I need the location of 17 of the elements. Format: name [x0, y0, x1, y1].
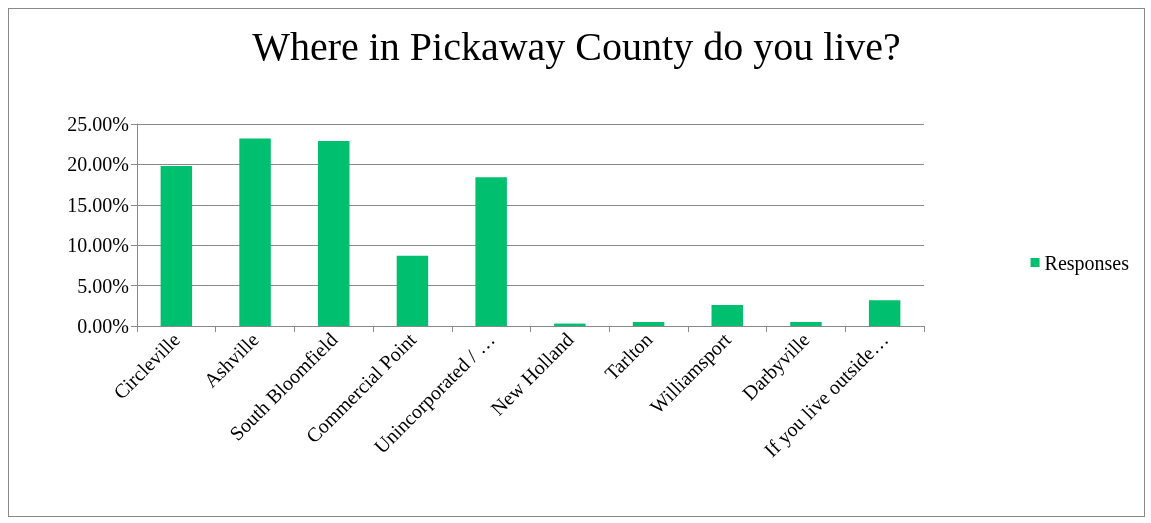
bar — [396, 255, 429, 326]
y-tick-label: 25.00% — [67, 113, 129, 135]
chart-title: Where in Pickaway County do you live? — [252, 23, 901, 69]
y-tick-label: 20.00% — [67, 153, 129, 176]
bar — [318, 140, 350, 326]
bar — [239, 138, 271, 326]
bar — [711, 304, 743, 326]
bar — [475, 177, 507, 326]
bar — [868, 300, 901, 326]
bar — [632, 321, 665, 326]
y-tick-label: 0.00% — [77, 315, 129, 337]
bar — [790, 321, 822, 326]
bar — [160, 166, 193, 326]
y-tick-label: 5.00% — [77, 274, 129, 297]
y-tick-label: 10.00% — [67, 234, 129, 257]
legend-label: Responses — [1044, 251, 1130, 275]
y-tick-label: 15.00% — [67, 193, 129, 216]
